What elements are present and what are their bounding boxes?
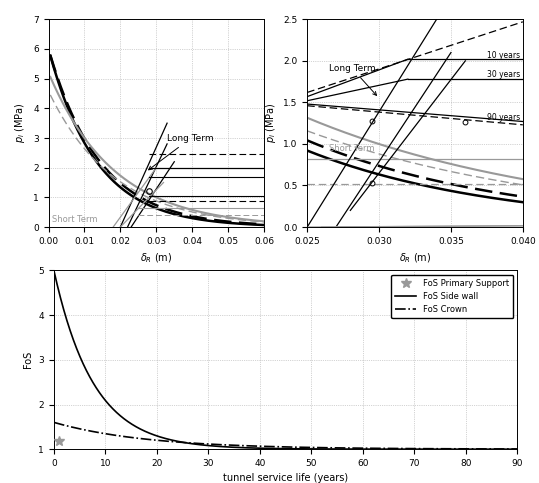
Text: Long Term: Long Term <box>329 64 377 95</box>
Y-axis label: FoS: FoS <box>23 351 33 369</box>
Legend: FoS Primary Support, FoS Side wall, FoS Crown: FoS Primary Support, FoS Side wall, FoS … <box>391 275 513 318</box>
Text: 10 years: 10 years <box>487 51 520 60</box>
Y-axis label: $p_i$ (MPa): $p_i$ (MPa) <box>13 103 27 143</box>
Text: 90 years: 90 years <box>487 113 520 122</box>
X-axis label: $\delta_R$ (m): $\delta_R$ (m) <box>399 251 431 265</box>
Text: Short Term: Short Term <box>52 214 98 224</box>
X-axis label: tunnel service life (years): tunnel service life (years) <box>223 473 348 483</box>
X-axis label: $\delta_R$ (m): $\delta_R$ (m) <box>140 251 172 265</box>
Text: Short Term: Short Term <box>329 143 374 153</box>
Text: 30 years: 30 years <box>487 70 520 79</box>
Text: Long Term: Long Term <box>149 134 214 170</box>
Y-axis label: $p_i$ (MPa): $p_i$ (MPa) <box>264 103 278 143</box>
